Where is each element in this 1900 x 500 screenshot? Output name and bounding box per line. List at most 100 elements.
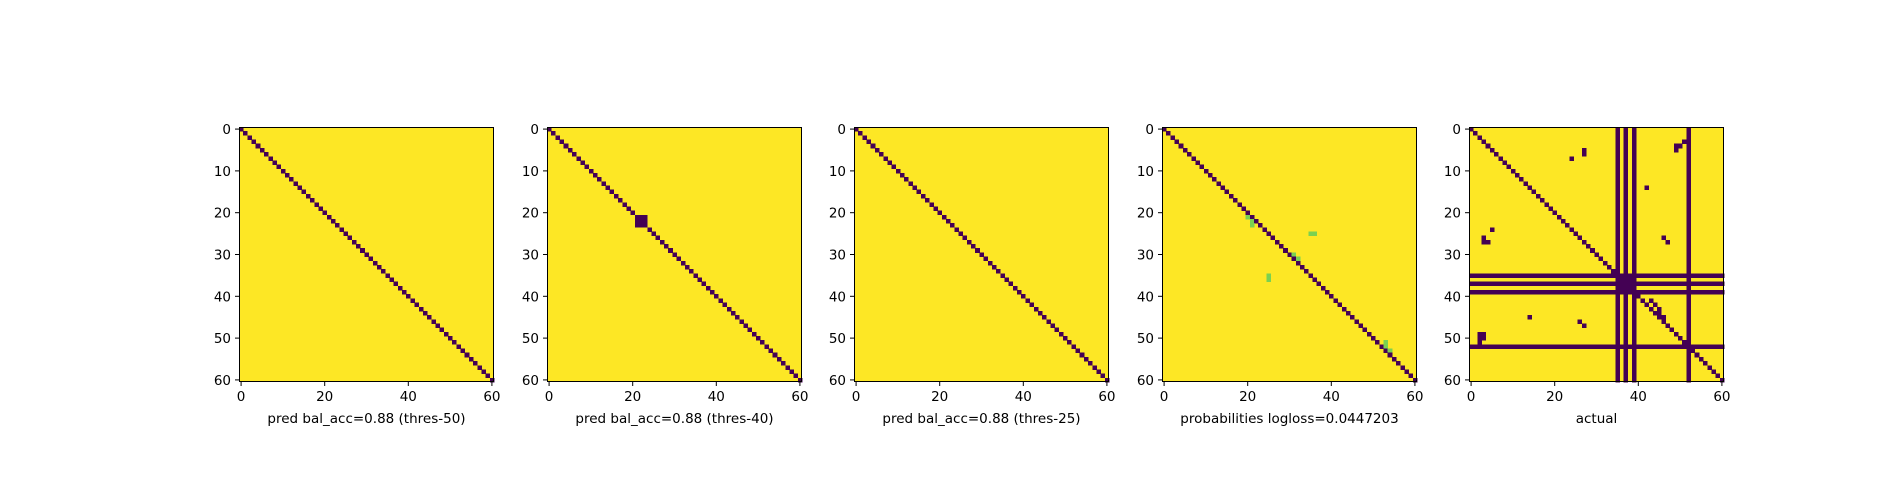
heatmap-cell: [1586, 273, 1591, 278]
heatmap-cell: [1233, 198, 1238, 203]
heatmap-cell: [605, 185, 611, 191]
x-tick-label: 60: [1406, 389, 1423, 405]
heatmap-cell: [1540, 344, 1545, 349]
heatmap-cell: [664, 244, 669, 249]
axes-frame: [547, 127, 802, 382]
heatmap-cell: [1598, 273, 1604, 278]
heatmap-cell: [1552, 281, 1558, 287]
heatmap-cell: [372, 260, 378, 266]
x-tick-label: 60: [791, 389, 808, 405]
heatmap-cell: [1632, 160, 1637, 165]
heatmap-cell: [1686, 214, 1691, 220]
heatmap-cell: [1632, 260, 1637, 266]
heatmap-cell: [1333, 298, 1338, 303]
heatmap-cell: [1632, 377, 1637, 383]
heatmap-cell: [1544, 290, 1549, 295]
heatmap-cell: [1477, 340, 1482, 345]
heatmap-cell: [1715, 281, 1721, 287]
heatmap-cell: [452, 340, 457, 345]
x-tick-label: 40: [1630, 389, 1647, 405]
heatmap-cell: [756, 336, 761, 341]
heatmap-cell: [1719, 377, 1725, 383]
heatmap-cell: [1623, 285, 1629, 291]
heatmap-cell: [1362, 327, 1368, 333]
heatmap-cells: [1162, 127, 1418, 383]
heatmap-cell: [925, 198, 930, 203]
heatmap-cell: [1623, 147, 1629, 153]
heatmap-cell: [1556, 290, 1562, 295]
heatmap-cell: [1615, 290, 1620, 295]
heatmap-cell: [1657, 281, 1662, 287]
heatmap-cell: [1473, 131, 1478, 136]
heatmap-cell: [1636, 281, 1641, 287]
heatmap-cell: [1531, 281, 1537, 287]
heatmap-cell: [1686, 298, 1691, 303]
heatmap-cell: [710, 290, 715, 295]
heatmap-cell: [1669, 344, 1675, 349]
heatmap-cell: [1569, 290, 1574, 295]
heatmap-cell: [1632, 290, 1637, 295]
heatmap-cell: [293, 181, 298, 186]
heatmap-cell: [1686, 294, 1691, 299]
heatmap-cell: [1623, 168, 1629, 174]
heatmap-cell: [1383, 340, 1389, 345]
heatmap-cell: [1174, 139, 1180, 145]
heatmap-cell: [1657, 310, 1662, 316]
heatmap-cell: [1602, 260, 1608, 266]
heatmap-cell: [1548, 206, 1553, 211]
heatmap-cell: [1661, 315, 1666, 320]
heatmap-cell: [1191, 156, 1196, 161]
heatmap-cell: [1615, 327, 1620, 333]
heatmap-cell: [1477, 281, 1482, 287]
heatmap-cell: [1627, 344, 1633, 349]
heatmap-cells: [854, 127, 1110, 383]
heatmap-cell: [613, 193, 619, 199]
heatmap-cell: [360, 248, 365, 253]
heatmap-cell: [1358, 323, 1364, 329]
heatmap-cell: [1573, 290, 1579, 295]
heatmap-cell: [1632, 214, 1637, 220]
heatmap-cell: [1711, 290, 1716, 295]
heatmap-cell: [1623, 135, 1629, 140]
heatmap-cell: [1383, 344, 1389, 349]
heatmap-cell: [272, 160, 277, 165]
heatmap-cell: [1632, 277, 1637, 283]
y-tick-label: 10: [829, 164, 846, 180]
heatmap-cell: [1632, 331, 1637, 337]
heatmap-cell: [1573, 273, 1579, 278]
heatmap-cell: [1652, 290, 1658, 295]
heatmap-cell: [1586, 344, 1591, 349]
heatmap-cell: [1489, 344, 1495, 349]
heatmap-cell: [264, 152, 269, 157]
heatmap-cell: [1632, 131, 1637, 136]
heatmap-cell: [1627, 281, 1633, 287]
heatmap-cell: [1686, 344, 1691, 349]
heatmap-cell: [247, 135, 252, 140]
heatmap-cell: [310, 198, 315, 203]
heatmap-cell: [1577, 344, 1583, 349]
x-tick-label: 0: [852, 389, 861, 405]
heatmap-cell: [941, 214, 947, 220]
heatmap-cell: [1632, 348, 1637, 354]
heatmap-cell: [1615, 260, 1620, 266]
x-tick-label: 0: [1160, 389, 1169, 405]
heatmap-cell: [322, 210, 328, 216]
heatmap-cell: [1012, 285, 1018, 291]
heatmap-cell: [1686, 218, 1691, 224]
heatmap-cell: [1299, 264, 1305, 270]
heatmap-cell: [747, 327, 753, 333]
heatmap-cell: [1615, 127, 1620, 132]
heatmap-cell: [609, 189, 615, 195]
heatmap-cell: [1581, 323, 1587, 329]
heatmap-cell: [1187, 152, 1192, 157]
heatmap-cell: [1686, 177, 1691, 182]
heatmap-cell: [1162, 127, 1167, 132]
x-tick-label: 0: [237, 389, 246, 405]
heatmap-cell: [1577, 290, 1583, 295]
heatmap-cell: [251, 139, 257, 145]
heatmap-cell: [1598, 256, 1604, 262]
heatmap-cell: [793, 373, 799, 379]
heatmap-cell: [1207, 172, 1213, 178]
heatmap-cell: [576, 156, 581, 161]
heatmap-cell: [1590, 281, 1595, 287]
